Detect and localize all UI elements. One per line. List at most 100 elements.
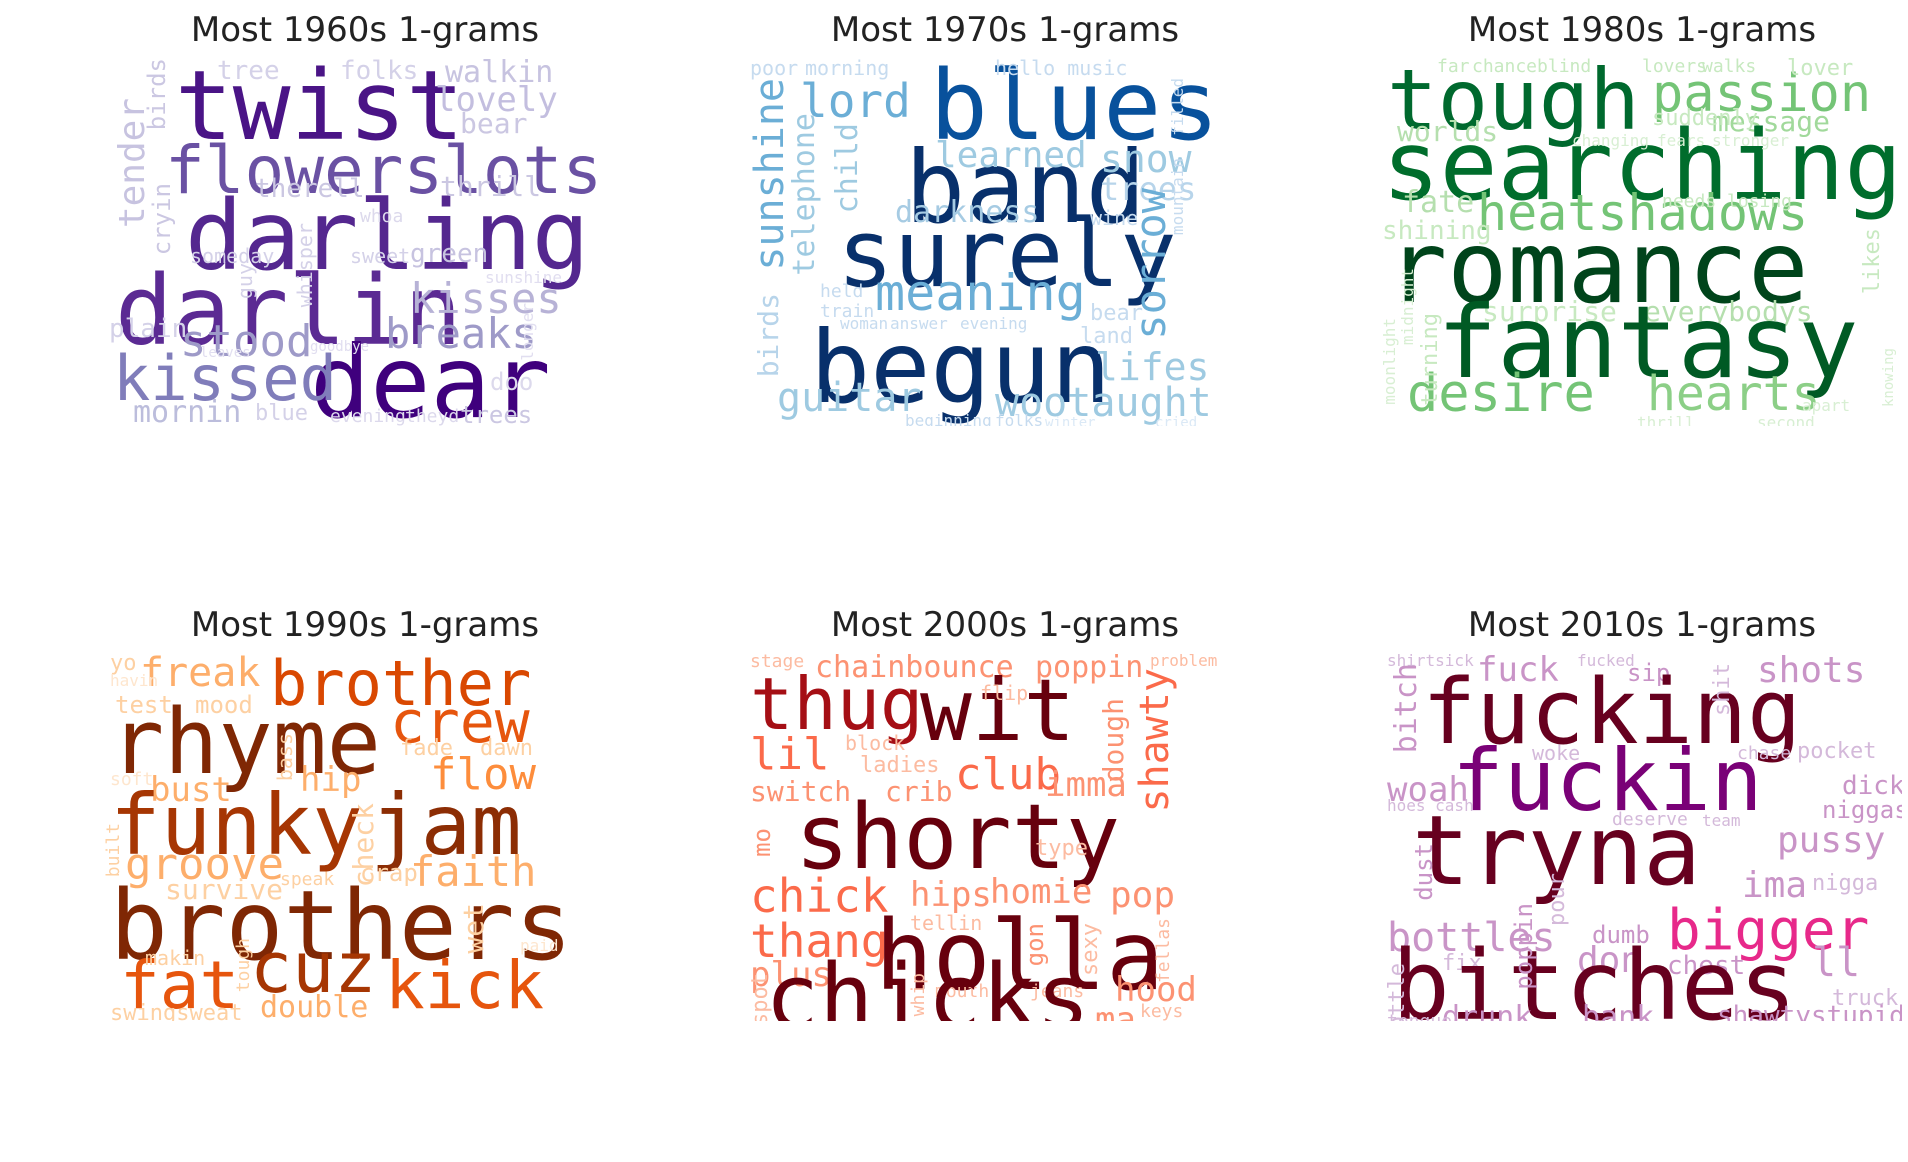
cloud-word: survive bbox=[165, 873, 284, 906]
cloud-word: speak bbox=[280, 869, 335, 890]
cloud-word: jam bbox=[370, 776, 522, 874]
cloud-word: passion bbox=[1652, 64, 1872, 124]
cloud-word: worlds bbox=[1397, 115, 1499, 148]
cloud-word: stronger bbox=[1712, 131, 1790, 150]
cloud-word: chanceblind bbox=[1472, 58, 1592, 77]
cloud-word: chest bbox=[1667, 951, 1746, 981]
cloud-word: child bbox=[830, 123, 865, 214]
cloud-word: imma bbox=[1045, 765, 1127, 805]
cloud-word: sunshine bbox=[747, 78, 793, 271]
cloud-word: twist bbox=[175, 58, 464, 162]
cloud-word: tryna bbox=[1412, 795, 1701, 907]
cloud-word: shots bbox=[1757, 653, 1866, 691]
cloud-word: crap bbox=[360, 859, 418, 887]
cloud-word: folks bbox=[340, 58, 419, 86]
cloud-word: freak bbox=[140, 653, 261, 696]
cloud-word: telephone bbox=[787, 113, 822, 276]
cloud-word: rhyme bbox=[110, 690, 381, 795]
cloud-word: second bbox=[1757, 413, 1815, 427]
cloud-word: likes bbox=[1860, 228, 1885, 295]
cloud-word: someday bbox=[190, 244, 275, 268]
cloud-word: answer bbox=[890, 314, 948, 333]
cloud-word: guy bbox=[233, 263, 257, 300]
cloud-word: hood bbox=[1115, 970, 1197, 1010]
cloud-word: dust bbox=[1410, 843, 1438, 901]
cloud-word: midnight bbox=[1398, 268, 1417, 346]
cloud-word: flowerslots bbox=[165, 132, 603, 209]
cloud-word: bear bbox=[460, 107, 528, 140]
cloud-word: knowing bbox=[1881, 348, 1897, 408]
panel-title: Most 2000s 1-grams bbox=[830, 605, 1180, 645]
cloud-word: type bbox=[1035, 836, 1088, 861]
cloud-word: pocket bbox=[1797, 739, 1877, 764]
cloud-word: apart bbox=[1802, 396, 1851, 415]
cloud-word: swingsweat bbox=[110, 1001, 243, 1022]
panel-1980s: Most 1980s 1-grams tough passion message su… bbox=[1382, 8, 1902, 448]
cloud-word: winter bbox=[1045, 415, 1096, 426]
cloud-word: turning bbox=[1418, 313, 1443, 406]
cloud-word: don bbox=[1577, 940, 1643, 981]
cloud-word: whip bbox=[908, 973, 929, 1017]
word-cloud: stage chainbounce poppin problem thug wit flip… bbox=[745, 653, 1265, 1021]
cloud-word: blues bbox=[930, 58, 1219, 162]
cloud-word: brothers bbox=[110, 870, 573, 982]
cloud-word: groove bbox=[125, 839, 284, 890]
cloud-word: desire bbox=[1407, 364, 1595, 424]
cloud-word: cried bbox=[1155, 415, 1198, 426]
cloud-word: bitch bbox=[1389, 663, 1424, 754]
cloud-word: tree bbox=[217, 58, 280, 86]
cloud-word: jeans bbox=[1030, 981, 1085, 1002]
cloud-word: soft bbox=[110, 769, 154, 790]
cloud-word: green bbox=[410, 239, 489, 269]
cloud-word: whisper bbox=[293, 223, 317, 308]
cloud-word: romance bbox=[1387, 209, 1809, 326]
cloud-word: breaks bbox=[385, 309, 537, 358]
panel-1970s: Most 1970s 1-grams blues band surely begun l… bbox=[745, 8, 1265, 448]
cloud-word: hearts bbox=[1647, 366, 1821, 422]
cloud-word: fears bbox=[1657, 131, 1706, 150]
cloud-word: walkin bbox=[445, 58, 554, 90]
cloud-word: morning bbox=[805, 58, 890, 80]
cloud-word: shawty bbox=[1132, 668, 1178, 813]
cloud-word: sexy bbox=[1078, 923, 1103, 976]
cloud-word: wet bbox=[457, 903, 490, 954]
cloud-word: fade bbox=[400, 736, 453, 761]
cloud-word: ll bbox=[1812, 940, 1861, 986]
cloud-word: bottle bbox=[1385, 963, 1410, 1021]
cloud-word: chase bbox=[1737, 743, 1792, 764]
cloud-word: hoes cash bbox=[1387, 796, 1474, 815]
cloud-word: band bbox=[905, 129, 1146, 246]
cloud-word: chainbounce bbox=[815, 653, 1014, 685]
cloud-word: lord bbox=[800, 74, 911, 128]
cloud-word: fellas bbox=[1153, 918, 1174, 984]
cloud-word: surprise bbox=[1482, 295, 1617, 328]
cloud-word: thrill bbox=[440, 170, 542, 203]
cloud-word: double bbox=[260, 990, 369, 1022]
cloud-word: kick bbox=[385, 947, 544, 1021]
cloud-word: nigga bbox=[1812, 871, 1879, 896]
cloud-word: shawtystupid bbox=[1717, 1001, 1902, 1021]
cloud-word: woman bbox=[840, 314, 889, 333]
cloud-word: faith bbox=[410, 847, 537, 896]
cloud-word: holla bbox=[875, 900, 1164, 1012]
cloud-word: needs bbox=[1662, 191, 1717, 212]
cloud-word: chicks bbox=[765, 945, 1091, 1022]
cloud-word: tongue bbox=[1387, 1013, 1452, 1022]
cloud-word: dumb bbox=[1592, 921, 1650, 949]
cloud-word: whoa bbox=[360, 206, 404, 227]
cloud-word: crew bbox=[390, 688, 530, 756]
cloud-word: theyd bbox=[405, 406, 460, 426]
cloud-word: fucked bbox=[1577, 653, 1635, 670]
cloud-word: mo bbox=[748, 828, 776, 857]
cloud-word: flip bbox=[980, 681, 1029, 705]
cloud-word: pour bbox=[1545, 873, 1570, 926]
cloud-word: lil bbox=[750, 729, 830, 780]
cloud-word: surely bbox=[837, 200, 1177, 309]
cloud-word: wit bbox=[920, 661, 1076, 761]
cloud-word: ma bbox=[1095, 1000, 1136, 1021]
cloud-word: searching bbox=[1382, 110, 1902, 222]
cloud-word: deserve bbox=[1612, 809, 1688, 830]
cloud-word: doo bbox=[490, 368, 534, 396]
cloud-word: birds bbox=[143, 58, 171, 131]
panel-1990s: Most 1990s 1-grams freak brother test mood r… bbox=[105, 603, 625, 1043]
